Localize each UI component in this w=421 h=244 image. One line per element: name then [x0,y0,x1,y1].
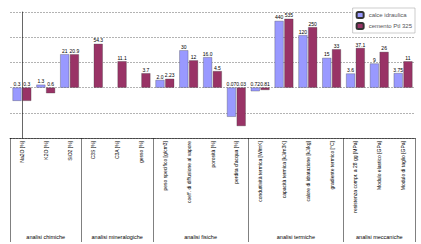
svg-text:2.23: 2.23 [165,72,175,78]
svg-text:0.81: 0.81 [260,81,270,87]
svg-text:C3A [%]: C3A [%] [114,140,120,159]
svg-text:calce idraulica: calce idraulica [369,12,408,18]
svg-text:cemento Ptl 325: cemento Ptl 325 [369,23,413,29]
svg-text:conduttività termica [W/mK]: conduttività termica [W/mK] [257,140,263,201]
svg-text:0.07: 0.07 [227,81,237,87]
svg-text:analisi termiche: analisi termiche [277,234,315,240]
svg-text:analisi meccaniche: analisi meccaniche [356,234,402,240]
svg-text:calore di idratazione [kJ/kg]: calore di idratazione [kJ/kg] [305,140,311,201]
svg-text:porosità [%]: porosità [%] [210,140,216,167]
svg-text:33: 33 [334,43,340,49]
svg-text:1.3: 1.3 [37,78,44,84]
svg-text:analisi fisiche: analisi fisiche [184,234,217,240]
svg-text:analisi mineralogiche: analisi mineralogiche [92,234,143,240]
svg-text:0.3: 0.3 [14,81,21,87]
svg-text:16.0: 16.0 [203,51,213,57]
svg-text:26: 26 [381,45,387,51]
svg-text:C3S [%]: C3S [%] [90,140,96,159]
svg-text:0.03: 0.03 [236,81,246,87]
svg-text:250: 250 [308,21,317,27]
svg-text:11.1: 11.1 [117,55,127,61]
svg-text:peso specifico [g/cm3]: peso specifico [g/cm3] [162,140,168,190]
svg-text:3.6: 3.6 [347,67,354,73]
svg-text:Modulo di taglio [GPa]: Modulo di taglio [GPa] [400,140,406,190]
svg-text:9: 9 [373,57,376,63]
svg-text:54.3: 54.3 [93,37,103,43]
svg-text:coeff. di diffusione al vapore: coeff. di diffusione al vapore [186,141,192,203]
svg-text:20.9: 20.9 [70,48,80,54]
svg-text:capacità termica [kJ/m3K]: capacità termica [kJ/m3K] [281,140,287,198]
svg-text:SiO2 [%]: SiO2 [%] [67,140,73,160]
svg-text:2.0: 2.0 [157,74,164,80]
svg-text:4.5: 4.5 [214,65,221,71]
svg-text:440: 440 [275,14,284,20]
svg-text:perdita d'acqua [%]: perdita d'acqua [%] [233,140,239,183]
svg-text:21: 21 [62,48,68,54]
svg-text:12: 12 [191,54,197,60]
svg-text:11: 11 [405,55,410,61]
svg-text:Na2O [%]: Na2O [%] [19,140,25,162]
svg-text:0.3: 0.3 [23,81,30,87]
svg-text:30: 30 [181,44,187,50]
svg-text:0.6: 0.6 [47,81,54,87]
svg-text:3.7: 3.7 [142,67,149,73]
svg-text:gradiente termico [°C]: gradiente termico [°C] [329,140,335,189]
svg-text:37.1: 37.1 [355,42,365,48]
svg-text:resistenza compr. a 28 gg [MPa: resistenza compr. a 28 gg [MPa] [352,140,358,212]
svg-text:535: 535 [285,12,294,18]
svg-text:analisi chimiche: analisi chimiche [26,234,65,240]
svg-text:gesso [%]: gesso [%] [138,140,144,163]
svg-text:3.75: 3.75 [393,67,403,73]
svg-text:Modulo elastico [GPa]: Modulo elastico [GPa] [376,140,382,190]
svg-text:0.72: 0.72 [250,81,260,87]
svg-text:15: 15 [324,51,330,57]
svg-text:120: 120 [299,29,308,35]
svg-text:K2O [%]: K2O [%] [43,140,49,159]
